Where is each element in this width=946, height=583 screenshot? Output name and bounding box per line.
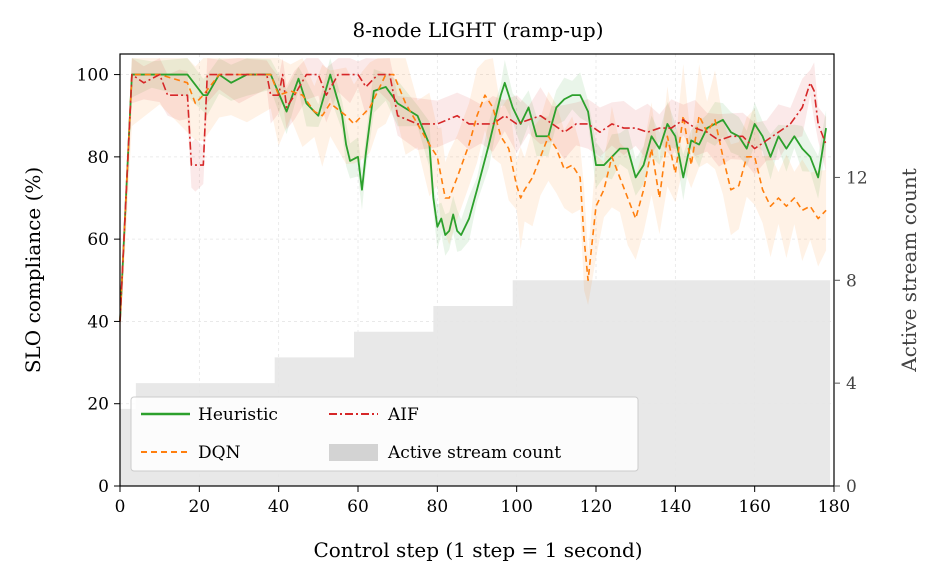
- band-dqn: [120, 58, 827, 344]
- y-tick-label-4: 80: [87, 148, 109, 168]
- y-tick-label-5: 100: [77, 66, 109, 86]
- x-tick-label-1: 20: [189, 497, 211, 517]
- y-axis-label: SLO compliance (%): [21, 167, 45, 373]
- chart-title: 8-node LIGHT (ramp-up): [353, 18, 604, 42]
- series-line-heuristic: [119, 73, 827, 322]
- x-tick-label-7: 140: [659, 497, 691, 517]
- series-lines: [119, 73, 827, 322]
- y2-tick-label-0: 0: [846, 477, 857, 497]
- plot-frame: [119, 53, 835, 487]
- y-tick-label-0: 0: [98, 477, 109, 497]
- y-axis-left: 0 20 40 60 80 100: [77, 66, 120, 497]
- band-heuristic: [120, 58, 827, 332]
- x-tick-label-8: 160: [738, 497, 770, 517]
- legend-swatch-streams: [329, 444, 378, 461]
- y-axis-right: 0 4 8 12: [834, 168, 868, 497]
- x-axis: 0 20 40 60 80 100 120 140 160 180: [115, 486, 850, 517]
- x-tick-label-9: 180: [818, 497, 850, 517]
- x-tick-label-2: 40: [268, 497, 290, 517]
- legend-label-dqn: DQN: [198, 443, 241, 463]
- x-tick-label-4: 80: [427, 497, 449, 517]
- series-line-aif: [119, 73, 827, 322]
- confidence-bands: [120, 58, 827, 344]
- plot-border: [119, 53, 835, 487]
- x-tick-label-5: 100: [500, 497, 532, 517]
- y2-axis-label: Active stream count: [897, 168, 921, 373]
- x-tick-label-6: 120: [580, 497, 612, 517]
- legend-label-streams: Active stream count: [387, 443, 561, 463]
- y-tick-label-2: 40: [87, 312, 109, 332]
- legend: Heuristic AIF DQN Active stream count: [130, 396, 639, 472]
- x-tick-label-3: 60: [347, 497, 369, 517]
- y2-tick-label-1: 4: [846, 374, 857, 394]
- y2-tick-label-2: 8: [846, 271, 857, 291]
- y-tick-label-1: 20: [87, 395, 109, 415]
- legend-label-heuristic: Heuristic: [198, 405, 278, 425]
- y-tick-label-3: 60: [87, 230, 109, 250]
- y2-tick-label-3: 12: [846, 168, 868, 188]
- series-line-dqn: [119, 73, 827, 322]
- legend-box: [130, 396, 639, 472]
- legend-label-aif: AIF: [387, 405, 419, 425]
- x-tick-label-0: 0: [115, 497, 126, 517]
- band-aif: [120, 58, 827, 334]
- x-axis-label: Control step (1 step = 1 second): [313, 538, 642, 562]
